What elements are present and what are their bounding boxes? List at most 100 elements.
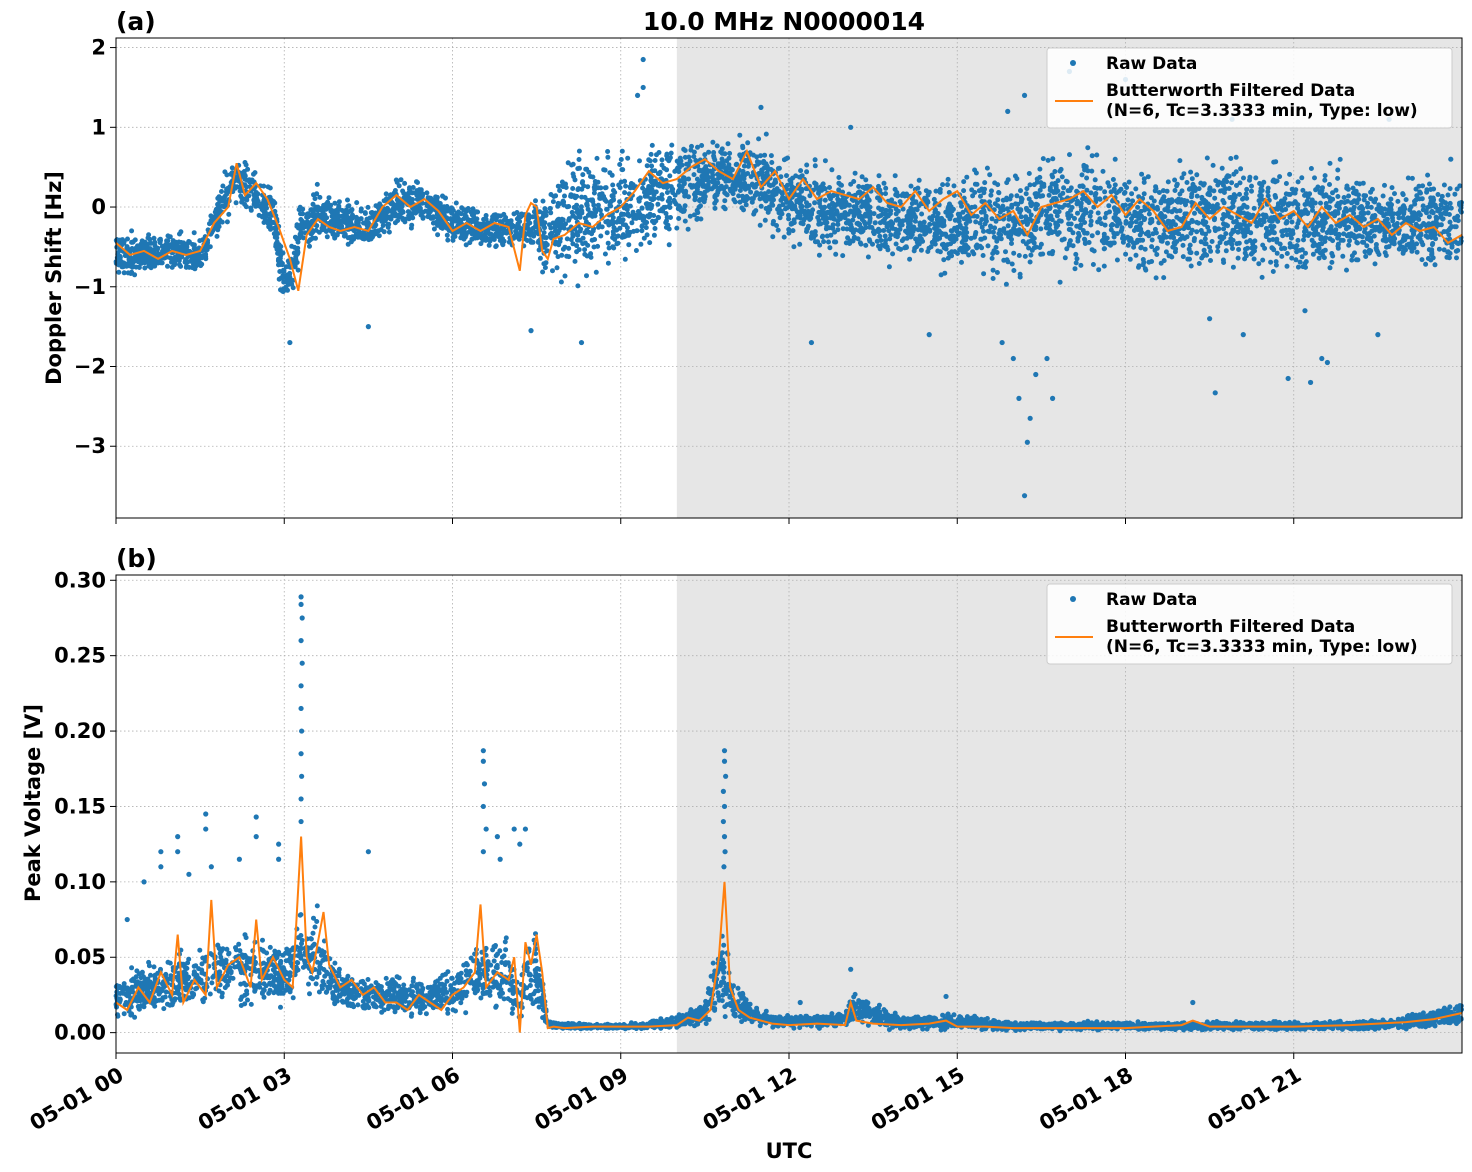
raw-data-point: [298, 818, 304, 825]
raw-data-point: [480, 803, 486, 810]
raw-data-point: [158, 849, 164, 855]
raw-data-point: [640, 84, 646, 91]
raw-data-point: [497, 856, 503, 862]
y-tick-label: 0.05: [54, 945, 106, 969]
raw-data-point: [1044, 355, 1050, 362]
raw-data-point: [721, 864, 727, 870]
raw-data-point: [1240, 332, 1246, 338]
raw-data-point: [926, 332, 932, 338]
y-tick-label: 2: [91, 36, 106, 60]
raw-data-point: [943, 993, 949, 1000]
raw-data-point: [723, 773, 729, 779]
x-tick-label: 05-01 00: [26, 1063, 128, 1136]
raw-data-point: [175, 834, 181, 840]
raw-data-point: [175, 849, 181, 855]
raw-data-point: [517, 841, 523, 847]
raw-data-point: [528, 328, 534, 334]
chart-title: 10.0 MHz N0000014: [643, 7, 925, 36]
raw-data-point: [848, 966, 854, 972]
raw-data-point: [1212, 390, 1218, 396]
raw-data-point: [236, 856, 242, 862]
y-tick-label: 0.20: [54, 719, 106, 743]
raw-data-point: [522, 826, 529, 832]
raw-data-point: [299, 660, 305, 666]
raw-data-point: [1285, 375, 1291, 382]
filtered-line-b: [115, 836, 1463, 1033]
raw-data-point: [1319, 355, 1325, 362]
raw-data-point: [1302, 308, 1308, 314]
raw-data-point: [721, 748, 728, 754]
raw-data-point: [480, 748, 486, 754]
x-ticks-a: [115, 518, 1295, 524]
y-tick-label: 0.00: [54, 1021, 106, 1045]
raw-data-point: [276, 856, 282, 862]
raw-data-point: [203, 811, 209, 817]
legend-filtered-label-b: Butterworth Filtered Data (N=6, Tc=3.3333…: [1106, 617, 1418, 657]
y-tick-label: −1: [74, 275, 106, 299]
raw-data-point: [999, 339, 1005, 346]
raw-data-point: [758, 104, 764, 110]
raw-data-point: [1207, 316, 1213, 322]
raw-data-point: [797, 999, 803, 1006]
panel-a-doppler-shift: 2 1 0 −1 −2 −3 Doppler Shift [Hz] (a) 10.0 MH…: [42, 7, 1464, 524]
raw-data-point: [808, 339, 815, 346]
raw-data-point: [298, 796, 304, 802]
raw-data-point: [141, 879, 147, 885]
raw-data-point: [1010, 355, 1016, 362]
y-tick-label: 0: [91, 195, 106, 219]
raw-data-point: [721, 803, 728, 810]
x-tick-label: 05-01 15: [867, 1063, 969, 1136]
raw-data-point: [1016, 395, 1022, 401]
raw-data-point: [483, 826, 489, 832]
raw-data-point: [640, 56, 646, 63]
y-tick-label: 0.30: [54, 568, 106, 592]
raw-data-point: [208, 864, 214, 870]
raw-data-point: [287, 339, 293, 346]
raw-data-point: [720, 818, 726, 825]
y-tick-label: 1: [91, 115, 106, 139]
legend-b: Raw Data Butterworth Filtered Data (N=6, …: [1046, 583, 1453, 665]
legend-raw-label-b: Raw Data: [1106, 590, 1197, 610]
raw-data-point: [253, 834, 259, 840]
raw-data-point: [1375, 332, 1381, 338]
raw-data-point: [298, 637, 304, 644]
raw-data-point: [848, 124, 854, 130]
y-tick-label: −2: [74, 355, 106, 379]
raw-data-point: [1033, 371, 1039, 378]
raw-data-point: [1307, 379, 1314, 386]
legend-raw-marker-b: [1070, 596, 1076, 602]
raw-data-point: [365, 849, 371, 855]
x-tick-label: 05-01 21: [1203, 1063, 1305, 1136]
x-tick-label: 05-01 12: [699, 1063, 801, 1136]
raw-data-point: [480, 758, 486, 764]
raw-data-point: [721, 834, 728, 840]
y-axis-label-b: Peak Voltage [V]: [21, 704, 45, 902]
legend-filtered-label-a: Butterworth Filtered Data (N=6, Tc=3.3333…: [1106, 81, 1418, 121]
raw-data-point: [481, 781, 488, 787]
raw-data-point: [1448, 156, 1454, 162]
panel-label-b: (b): [116, 544, 157, 573]
raw-data-point: [203, 826, 209, 832]
raw-data-point: [298, 705, 304, 712]
raw-data-point: [634, 92, 641, 99]
legend-raw-label-a: Raw Data: [1106, 54, 1197, 74]
raw-data-cloud: [113, 131, 1464, 295]
raw-data-point: [1324, 359, 1330, 366]
legend-raw-marker-a: [1070, 60, 1076, 66]
raw-data-point: [1021, 92, 1028, 99]
raw-data-point: [1049, 395, 1056, 401]
raw-data-point: [1190, 999, 1196, 1006]
x-tick-label: 05-01 06: [362, 1063, 464, 1136]
y-tick-label: 0.10: [54, 870, 106, 894]
filtered-line-a: [115, 148, 1463, 292]
raw-data-point: [298, 594, 304, 600]
y-tick-label: 0.15: [54, 794, 106, 818]
x-tick-label: 05-01 18: [1035, 1063, 1137, 1136]
raw-data-point: [1024, 439, 1030, 445]
x-tick-label: 05-01 03: [194, 1063, 296, 1136]
raw-data-point: [298, 601, 304, 608]
y-tick-label: 0.25: [54, 644, 106, 668]
panel-b-peak-voltage: 0.00 0.05 0.10 0.15 0.20 0.25 0.30 05-01 00 05-…: [21, 544, 1464, 1163]
raw-data-point: [365, 324, 371, 330]
raw-data-point: [578, 339, 585, 346]
